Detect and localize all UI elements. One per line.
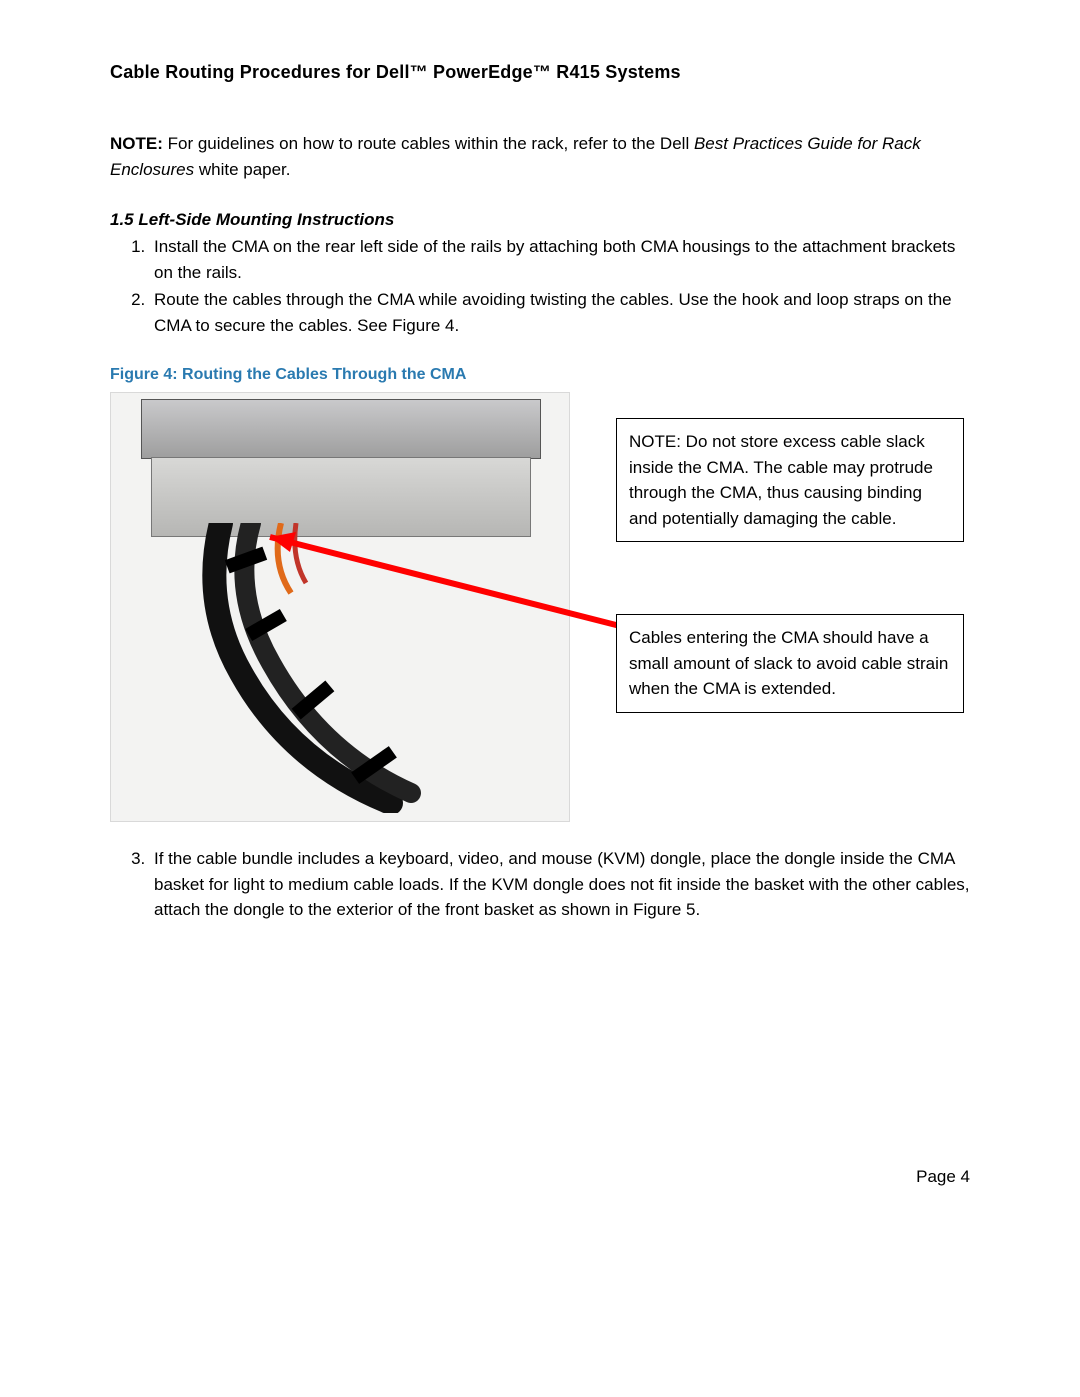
step-1: Install the CMA on the rear left side of… — [150, 234, 970, 285]
section-heading: 1.5 Left-Side Mounting Instructions — [110, 210, 970, 230]
note-label: NOTE: — [110, 134, 163, 153]
section-title: Left-Side Mounting Instructions — [138, 210, 394, 229]
step-2: Route the cables through the CMA while a… — [150, 287, 970, 338]
note-text-2: white paper. — [194, 160, 290, 179]
callout-note-top: NOTE: Do not store excess cable slack in… — [616, 418, 964, 542]
step-3: If the cable bundle includes a keyboard,… — [150, 846, 970, 923]
page-number: Page 4 — [916, 1167, 970, 1187]
instruction-list-top: Install the CMA on the rear left side of… — [110, 234, 970, 338]
document-title: Cable Routing Procedures for Dell™ Power… — [110, 62, 970, 83]
figure-photo — [110, 392, 570, 822]
section-number: 1.5 — [110, 210, 134, 229]
figure-area: NOTE: Do not store excess cable slack in… — [110, 392, 970, 832]
note-paragraph: NOTE: For guidelines on how to route cab… — [110, 131, 970, 182]
note-text-1: For guidelines on how to route cables wi… — [163, 134, 694, 153]
instruction-list-bottom: If the cable bundle includes a keyboard,… — [110, 846, 970, 923]
figure-caption: Figure 4: Routing the Cables Through the… — [110, 366, 970, 384]
callout-note-bottom: Cables entering the CMA should have a sm… — [616, 614, 964, 713]
